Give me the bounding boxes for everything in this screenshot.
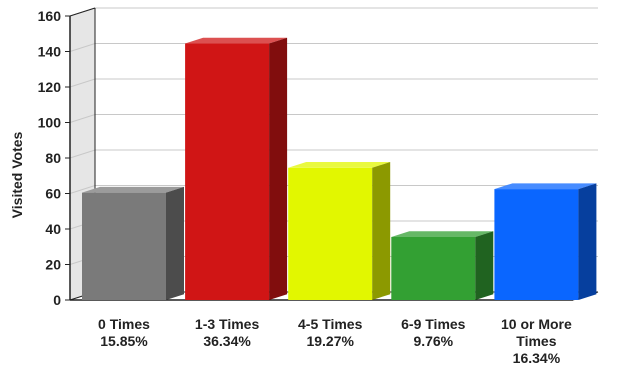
x-category-label-2: 1-3 Times 36.34%	[195, 316, 260, 349]
y-tick-label-100: 100	[38, 115, 62, 131]
x-category-label-line: 19.27%	[306, 333, 354, 349]
bar-side-face	[475, 231, 494, 300]
y-tick-label-40: 40	[45, 221, 61, 237]
x-category-label-3: 4-5 Times 19.27%	[298, 316, 363, 349]
bar-front-face	[185, 43, 270, 301]
y-axis-title: Visited Votes	[9, 131, 25, 218]
bar-top-face	[494, 183, 597, 190]
x-category-label-line: 4-5 Times	[298, 316, 363, 332]
bar-top-face	[288, 162, 391, 168]
bar-front-face	[288, 167, 373, 300]
x-category-label-line: 1-3 Times	[195, 316, 260, 332]
bar-3	[288, 162, 391, 300]
x-category-label-line: 10 or More	[501, 316, 572, 332]
x-category-label-4: 6-9 Times 9.76%	[401, 316, 466, 349]
x-category-label-5: 10 or More Times 16.34%	[501, 316, 572, 366]
y-tick-label-20: 20	[45, 257, 61, 273]
x-category-label-line: 16.34%	[513, 350, 561, 366]
x-category-labels: 0 Times 15.85% 1-3 Times 36.34% 4-5 Times 19.…	[98, 316, 572, 366]
bar-side-face	[578, 183, 597, 300]
bar-side-face	[372, 162, 391, 300]
y-tick-label-160: 160	[38, 8, 62, 24]
x-category-label-line: 36.34%	[203, 333, 251, 349]
bar-2	[185, 37, 288, 301]
y-tick-label-0: 0	[53, 292, 61, 308]
x-category-label-line: Times	[516, 333, 556, 349]
bar-front-face	[391, 237, 476, 300]
x-category-label-line: 9.76%	[413, 333, 453, 349]
bar-side-face	[166, 186, 184, 300]
y-tick-label-80: 80	[45, 150, 61, 166]
bar-front-face	[494, 189, 579, 300]
y-tick-label-140: 140	[38, 44, 62, 60]
bar-4	[391, 231, 494, 300]
bar-5	[494, 183, 597, 300]
y-tick-label-60: 60	[45, 186, 61, 202]
x-category-label-line: 15.85%	[100, 333, 148, 349]
top-depth-edge	[69, 7, 96, 17]
bar-top-face	[82, 186, 184, 193]
bar-top-face	[185, 37, 288, 44]
x-category-label-line: 0 Times	[98, 316, 150, 332]
bars	[82, 37, 597, 301]
y-tick-label-120: 120	[38, 79, 62, 95]
y-tick-labels: 0 20 40 60 80 100 120 140 160	[38, 8, 70, 308]
x-category-label-line: 6-9 Times	[401, 316, 466, 332]
bar-1	[82, 186, 184, 300]
bar-side-face	[269, 37, 288, 300]
bar-top-face	[391, 231, 494, 237]
x-category-label-1: 0 Times 15.85%	[98, 316, 150, 349]
bar-front-face	[82, 192, 166, 300]
